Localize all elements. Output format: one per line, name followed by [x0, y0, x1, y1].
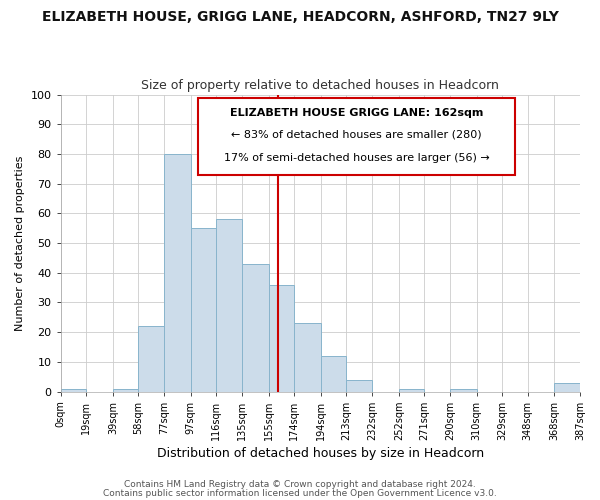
Bar [450, 388, 476, 392]
Text: ← 83% of detached houses are smaller (280): ← 83% of detached houses are smaller (28… [232, 130, 482, 140]
Text: Contains public sector information licensed under the Open Government Licence v3: Contains public sector information licen… [103, 490, 497, 498]
Bar [242, 264, 269, 392]
Bar [216, 220, 242, 392]
Bar [113, 388, 139, 392]
Bar [346, 380, 372, 392]
Text: ELIZABETH HOUSE GRIGG LANE: 162sqm: ELIZABETH HOUSE GRIGG LANE: 162sqm [230, 108, 484, 118]
Text: 17% of semi-detached houses are larger (56) →: 17% of semi-detached houses are larger (… [224, 153, 490, 163]
FancyBboxPatch shape [198, 98, 515, 174]
Bar [399, 388, 424, 392]
Bar [269, 284, 294, 392]
X-axis label: Distribution of detached houses by size in Headcorn: Distribution of detached houses by size … [157, 447, 484, 460]
Text: Contains HM Land Registry data © Crown copyright and database right 2024.: Contains HM Land Registry data © Crown c… [124, 480, 476, 489]
Y-axis label: Number of detached properties: Number of detached properties [15, 156, 25, 330]
Bar [321, 356, 346, 392]
Bar [294, 323, 321, 392]
Bar [61, 388, 86, 392]
Bar [164, 154, 191, 392]
Bar [139, 326, 164, 392]
Text: ELIZABETH HOUSE, GRIGG LANE, HEADCORN, ASHFORD, TN27 9LY: ELIZABETH HOUSE, GRIGG LANE, HEADCORN, A… [41, 10, 559, 24]
Bar [554, 382, 580, 392]
Bar [191, 228, 216, 392]
Title: Size of property relative to detached houses in Headcorn: Size of property relative to detached ho… [142, 79, 499, 92]
